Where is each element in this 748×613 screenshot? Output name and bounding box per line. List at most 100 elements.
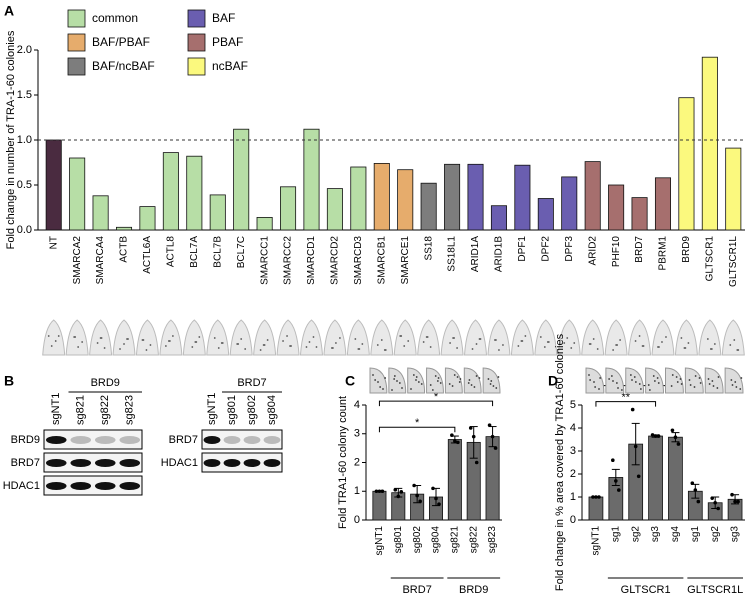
x-tick-label: sg3 — [730, 526, 741, 543]
colony-dot — [123, 343, 125, 345]
colony-dot — [656, 377, 659, 379]
y-tick-label: 2.0 — [17, 44, 32, 56]
colony-dot — [425, 336, 428, 338]
colony-dot — [543, 346, 546, 348]
x-tick-label: NT — [48, 236, 59, 249]
colony-dot — [194, 341, 197, 343]
data-point — [453, 439, 457, 443]
legend-label: ncBAF — [212, 59, 248, 73]
colony-dot — [497, 376, 500, 378]
x-tick-label: SS18L1 — [447, 236, 458, 272]
colony-dot — [708, 383, 711, 385]
colony-dot — [429, 346, 432, 348]
data-point — [474, 460, 479, 465]
colony-well — [581, 319, 605, 356]
colony-dot — [451, 385, 454, 387]
colony-dot — [592, 338, 595, 340]
bar — [209, 194, 226, 231]
data-point — [487, 423, 492, 427]
colony-dot — [717, 376, 720, 378]
colony-dot — [706, 338, 709, 340]
colony-dot — [712, 385, 715, 387]
blot-band — [70, 436, 92, 444]
colony-dot — [665, 336, 667, 338]
colony-dot — [236, 343, 239, 345]
x-tick-label: sg3 — [650, 526, 661, 543]
colony-well — [463, 319, 488, 356]
data-point — [633, 444, 638, 449]
x-tick-label: SMARCD2 — [330, 236, 341, 285]
colony-dot — [456, 347, 458, 349]
data-point — [374, 489, 379, 494]
colony-dot — [459, 378, 462, 380]
bar — [668, 436, 683, 521]
colony-dot — [736, 349, 739, 351]
data-point — [377, 489, 382, 494]
y-axis-label: Fold TRA1-60 colony count — [337, 396, 349, 529]
data-point — [736, 499, 740, 504]
data-point — [690, 481, 695, 486]
colony-dot — [286, 335, 288, 337]
colony-dot — [380, 339, 383, 341]
group-label: GLTSCR1 — [621, 584, 671, 596]
data-point — [670, 428, 675, 433]
colony-dot — [589, 379, 592, 381]
colony-dot — [266, 339, 269, 341]
blot-band — [45, 459, 67, 467]
colony-dot — [716, 387, 719, 389]
x-tick-label: DPF1 — [517, 236, 528, 262]
legend-swatch — [187, 33, 206, 52]
y-tick-label: 4 — [354, 399, 360, 411]
bar — [467, 163, 484, 231]
data-point — [636, 474, 641, 479]
panel-letter: C — [345, 373, 355, 389]
y-tick-label: 3 — [570, 445, 576, 457]
colony-dot — [398, 382, 401, 384]
colony-well — [628, 319, 652, 356]
lane-label: sgNT1 — [206, 393, 218, 425]
bar — [444, 163, 461, 231]
colony-dot — [289, 345, 291, 347]
colony-dot — [403, 345, 406, 347]
x-tick-label: sg802 — [412, 526, 423, 554]
colony-dot — [431, 389, 434, 391]
colony-dot — [688, 379, 691, 381]
legend-swatch — [67, 57, 86, 76]
colony-dot — [312, 336, 315, 338]
blot-band — [263, 459, 281, 467]
colony-well — [159, 319, 183, 356]
colony-well — [276, 319, 300, 356]
data-point — [434, 496, 438, 501]
colony-well — [229, 319, 253, 356]
lane-label: sgNT1 — [50, 393, 62, 425]
colony-dot — [631, 379, 633, 381]
colony-dot — [384, 377, 387, 379]
colony-dot — [698, 377, 701, 379]
data-point — [630, 407, 635, 412]
colony-dot — [171, 335, 174, 337]
data-point — [399, 490, 404, 494]
bar — [725, 147, 742, 231]
colony-dot — [391, 389, 393, 391]
blot-strip — [201, 429, 283, 450]
significance-bracket — [595, 401, 657, 407]
y-tick-label: 1 — [354, 485, 360, 497]
data-point — [393, 488, 398, 492]
y-tick-label: 5 — [570, 399, 576, 411]
colony-well — [42, 319, 66, 356]
bar — [608, 184, 625, 231]
colony-dot — [494, 339, 496, 341]
significance-bracket — [378, 426, 456, 433]
blot-band — [70, 482, 92, 490]
colony-dot — [739, 388, 742, 390]
blot-band — [223, 459, 241, 467]
colony-dot — [198, 336, 201, 338]
bar — [186, 155, 203, 231]
colony-dot — [244, 348, 247, 350]
colony-dot — [634, 381, 637, 383]
colony-dot — [641, 345, 644, 347]
legend-swatch — [67, 33, 86, 52]
legend-label: BAF — [212, 11, 235, 25]
colony-dot — [573, 342, 576, 344]
